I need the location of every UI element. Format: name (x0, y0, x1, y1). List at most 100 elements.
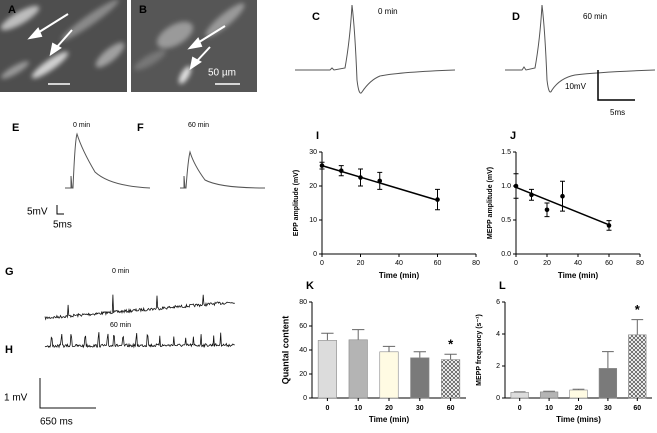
x-tick-label: 30 (416, 405, 424, 412)
trace-time: 0 min (112, 268, 129, 275)
panel-label: K (306, 280, 314, 292)
x-tick-label: 0 (514, 260, 518, 267)
x-tick-label: 20 (543, 260, 551, 267)
y-tick-label: 60 (299, 323, 307, 330)
point (435, 197, 440, 202)
x-tick-label: 10 (354, 405, 362, 412)
traces-gh (39, 294, 235, 409)
y-axis-label: MEPP amplitude (mV) (487, 167, 494, 239)
error-bar (444, 353, 457, 360)
y-tick-label: 0 (496, 395, 500, 402)
panel-label: A (8, 4, 16, 16)
point (358, 175, 363, 180)
scale-bar-label: 650 ms (40, 417, 73, 428)
y-axis-label: Quantal content (280, 316, 290, 385)
x-tick-label: 80 (472, 260, 480, 267)
image-b (131, 0, 257, 92)
y-tick-label: 0 (303, 395, 307, 402)
bar (598, 368, 618, 399)
y-axis-label: EPP amplitude (mV) (293, 170, 300, 236)
trace-time: 60 min (583, 12, 607, 21)
trace-time: 0 min (378, 7, 398, 16)
bar (441, 359, 461, 399)
scale-bar-label: 1 mV (4, 393, 28, 404)
x-axis-label: Time (min) (558, 271, 599, 280)
panel-label: B (139, 4, 147, 16)
x-tick-label: 20 (385, 405, 393, 412)
x-tick-label: 0 (320, 260, 324, 267)
y-tick-label: 40 (299, 347, 307, 354)
point (529, 192, 534, 198)
x-tick-label: 0 (518, 405, 522, 412)
scale-bar-label: 5mV (27, 207, 48, 218)
point (513, 183, 519, 189)
error-bar (352, 329, 365, 340)
bar (410, 357, 430, 399)
x-tick-label: 60 (605, 260, 613, 267)
x-tick-label: 40 (574, 260, 582, 267)
x-tick-label: 20 (575, 405, 583, 412)
y-tick-label: 30 (309, 149, 317, 156)
y-tick-label: 1.0 (501, 183, 511, 190)
panel-label: C (312, 11, 320, 23)
bar (379, 351, 399, 399)
trace-time: 60 min (110, 322, 131, 329)
y-axis-label: MEPP frequency (s⁻¹) (476, 314, 483, 386)
scale-bar-label: 5ms (610, 108, 625, 117)
y-tick-label: 2 (496, 363, 500, 370)
y-tick-label: 20 (299, 371, 307, 378)
scale-bar-label: 10mV (565, 82, 587, 91)
bar (510, 392, 529, 399)
x-tick-label: 60 (633, 405, 641, 412)
x-tick-label: 40 (395, 260, 403, 267)
point (377, 178, 383, 184)
panel-label: G (5, 266, 14, 278)
annotation: * (448, 337, 454, 352)
x-tick-label: 60 (447, 405, 455, 412)
error-bar (382, 345, 396, 352)
y-tick-label: 4 (496, 331, 500, 338)
traces-ef (56, 132, 266, 215)
error-bar (321, 332, 334, 341)
error-bar (631, 319, 644, 335)
x-axis-label: Time (mins) (556, 415, 601, 424)
scale-bar-label: 5ms (53, 220, 72, 231)
bar (348, 339, 368, 399)
trace-time: 60 min (188, 122, 209, 129)
panel-label: H (5, 344, 13, 356)
bar (628, 334, 647, 399)
point (560, 193, 565, 199)
y-tick-label: 20 (309, 183, 317, 190)
x-tick-label: 10 (545, 405, 553, 412)
bar (539, 391, 559, 399)
x-tick-label: 0 (325, 405, 329, 412)
y-tick-label: 1.5 (501, 149, 511, 156)
y-tick-label: 80 (299, 299, 307, 306)
x-tick-label: 20 (357, 260, 365, 267)
panel-label: D (512, 11, 520, 23)
point (544, 207, 550, 213)
x-tick-label: 80 (636, 260, 644, 267)
point (319, 163, 325, 168)
panel-label: L (499, 280, 506, 292)
y-tick-label: 0.5 (501, 217, 511, 224)
y-tick-label: 0 (313, 251, 317, 258)
y-tick-label: 6 (496, 299, 500, 306)
traces-cd (295, 4, 656, 101)
y-tick-label: 0.0 (501, 251, 511, 258)
image-a (0, 0, 127, 92)
x-tick-label: 30 (604, 405, 612, 412)
error-bar (602, 351, 614, 369)
y-tick-label: 10 (309, 217, 317, 224)
x-axis-label: Time (min) (369, 415, 410, 424)
annotation: * (635, 302, 641, 317)
scale-bar-label: 50 µm (208, 68, 236, 79)
panel-label: F (137, 122, 144, 134)
x-tick-label: 60 (434, 260, 442, 267)
panel-label: J (510, 130, 516, 142)
bar (569, 389, 588, 399)
trace-time: 0 min (73, 122, 90, 129)
panel-label: I (316, 130, 319, 142)
bar (317, 340, 337, 399)
